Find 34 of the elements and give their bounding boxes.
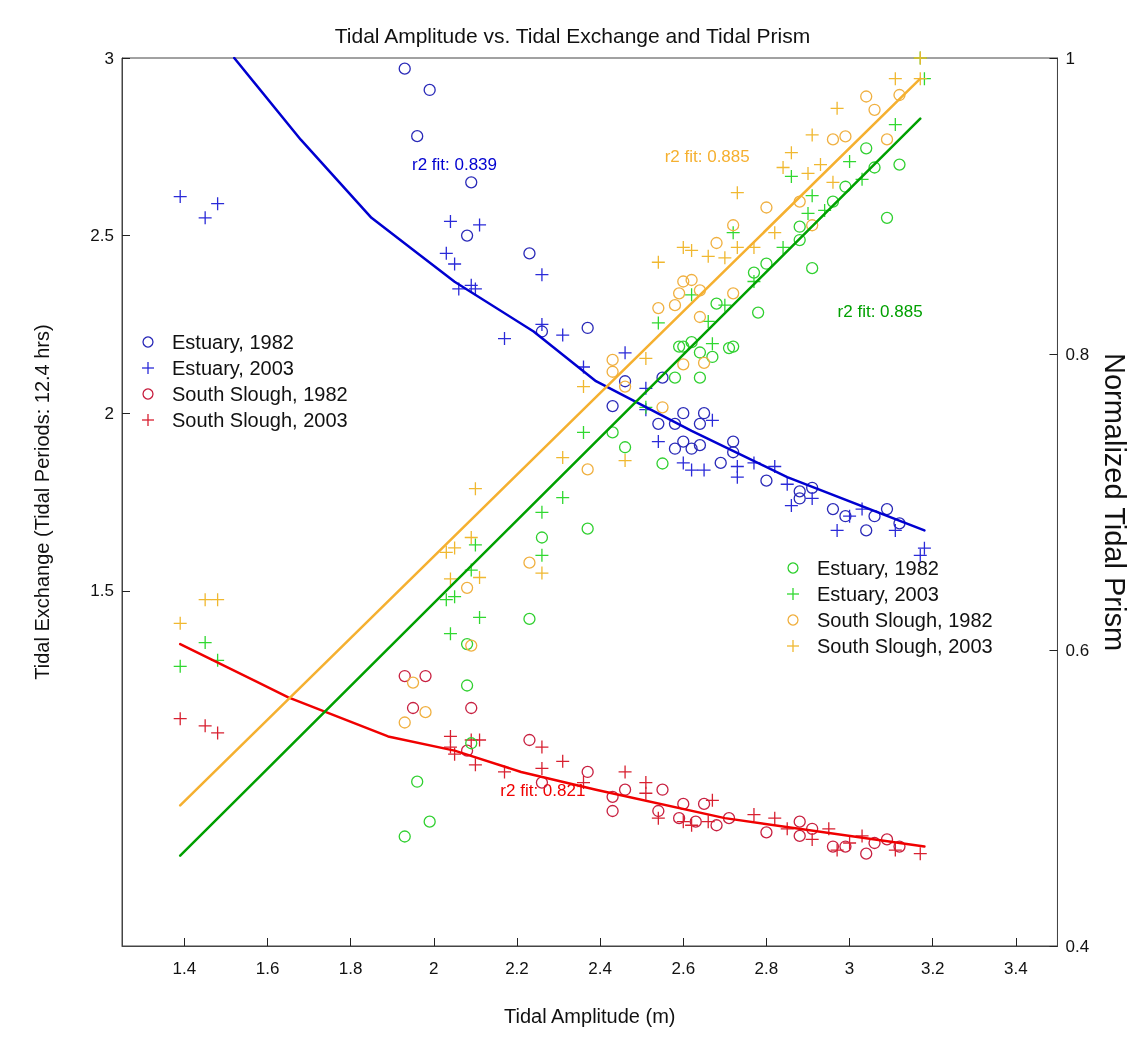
legend-label: South Slough, 2003 [817,635,993,657]
y-tick-label: 2 [104,403,114,423]
legend-label: South Slough, 1982 [172,383,348,405]
x-tick-label: 1.4 [172,959,197,978]
x-axis-title: Tidal Amplitude (m) [503,1005,676,1027]
x-tick-label: 1.8 [338,959,363,978]
annotation: r2 fit: 0.839 [411,155,498,175]
x-tick-label: 2.8 [754,959,779,978]
legend-label: Estuary, 1982 [172,331,294,353]
annotation: r2 fit: 0.885 [664,147,750,167]
annotation: r2 fit: 0.885 [837,301,923,321]
y2-tick-label: 0.8 [1065,344,1090,364]
legend-label: South Slough, 2003 [172,409,348,431]
x-tick-label: 3.2 [920,959,945,978]
legend-label: Estuary, 1982 [817,557,939,579]
x-tick-label: 3.4 [1004,959,1028,978]
x-tick-label: 2 [429,959,439,978]
y2-axis-title: Normalized Tidal Prism [1098,352,1131,652]
x-tick-label: 1.6 [255,959,280,978]
legend-label: Estuary, 2003 [172,357,294,379]
y-axis-title: Tidal Exchange (Tidal Periods: 12.4 hrs) [31,324,53,680]
y-tick-label: 1.5 [90,581,114,601]
x-tick-label: 2.2 [505,959,529,978]
y2-tick-label: 0.6 [1065,640,1090,660]
y2-tick-label: 0.4 [1065,936,1090,956]
y-tick-label: 2.5 [90,226,114,246]
x-tick-label: 2.4 [588,959,612,978]
y2-tick-label: 1 [1065,48,1075,68]
chart-title: Tidal Amplitude vs. Tidal Exchange and Tidal Prism [334,24,811,47]
x-tick-label: 2.6 [671,959,696,978]
y-tick-label: 3 [104,48,114,68]
legend-label: Estuary, 2003 [817,583,939,605]
x-tick-label: 3 [844,959,855,978]
legend-label: South Slough, 1982 [817,609,993,631]
